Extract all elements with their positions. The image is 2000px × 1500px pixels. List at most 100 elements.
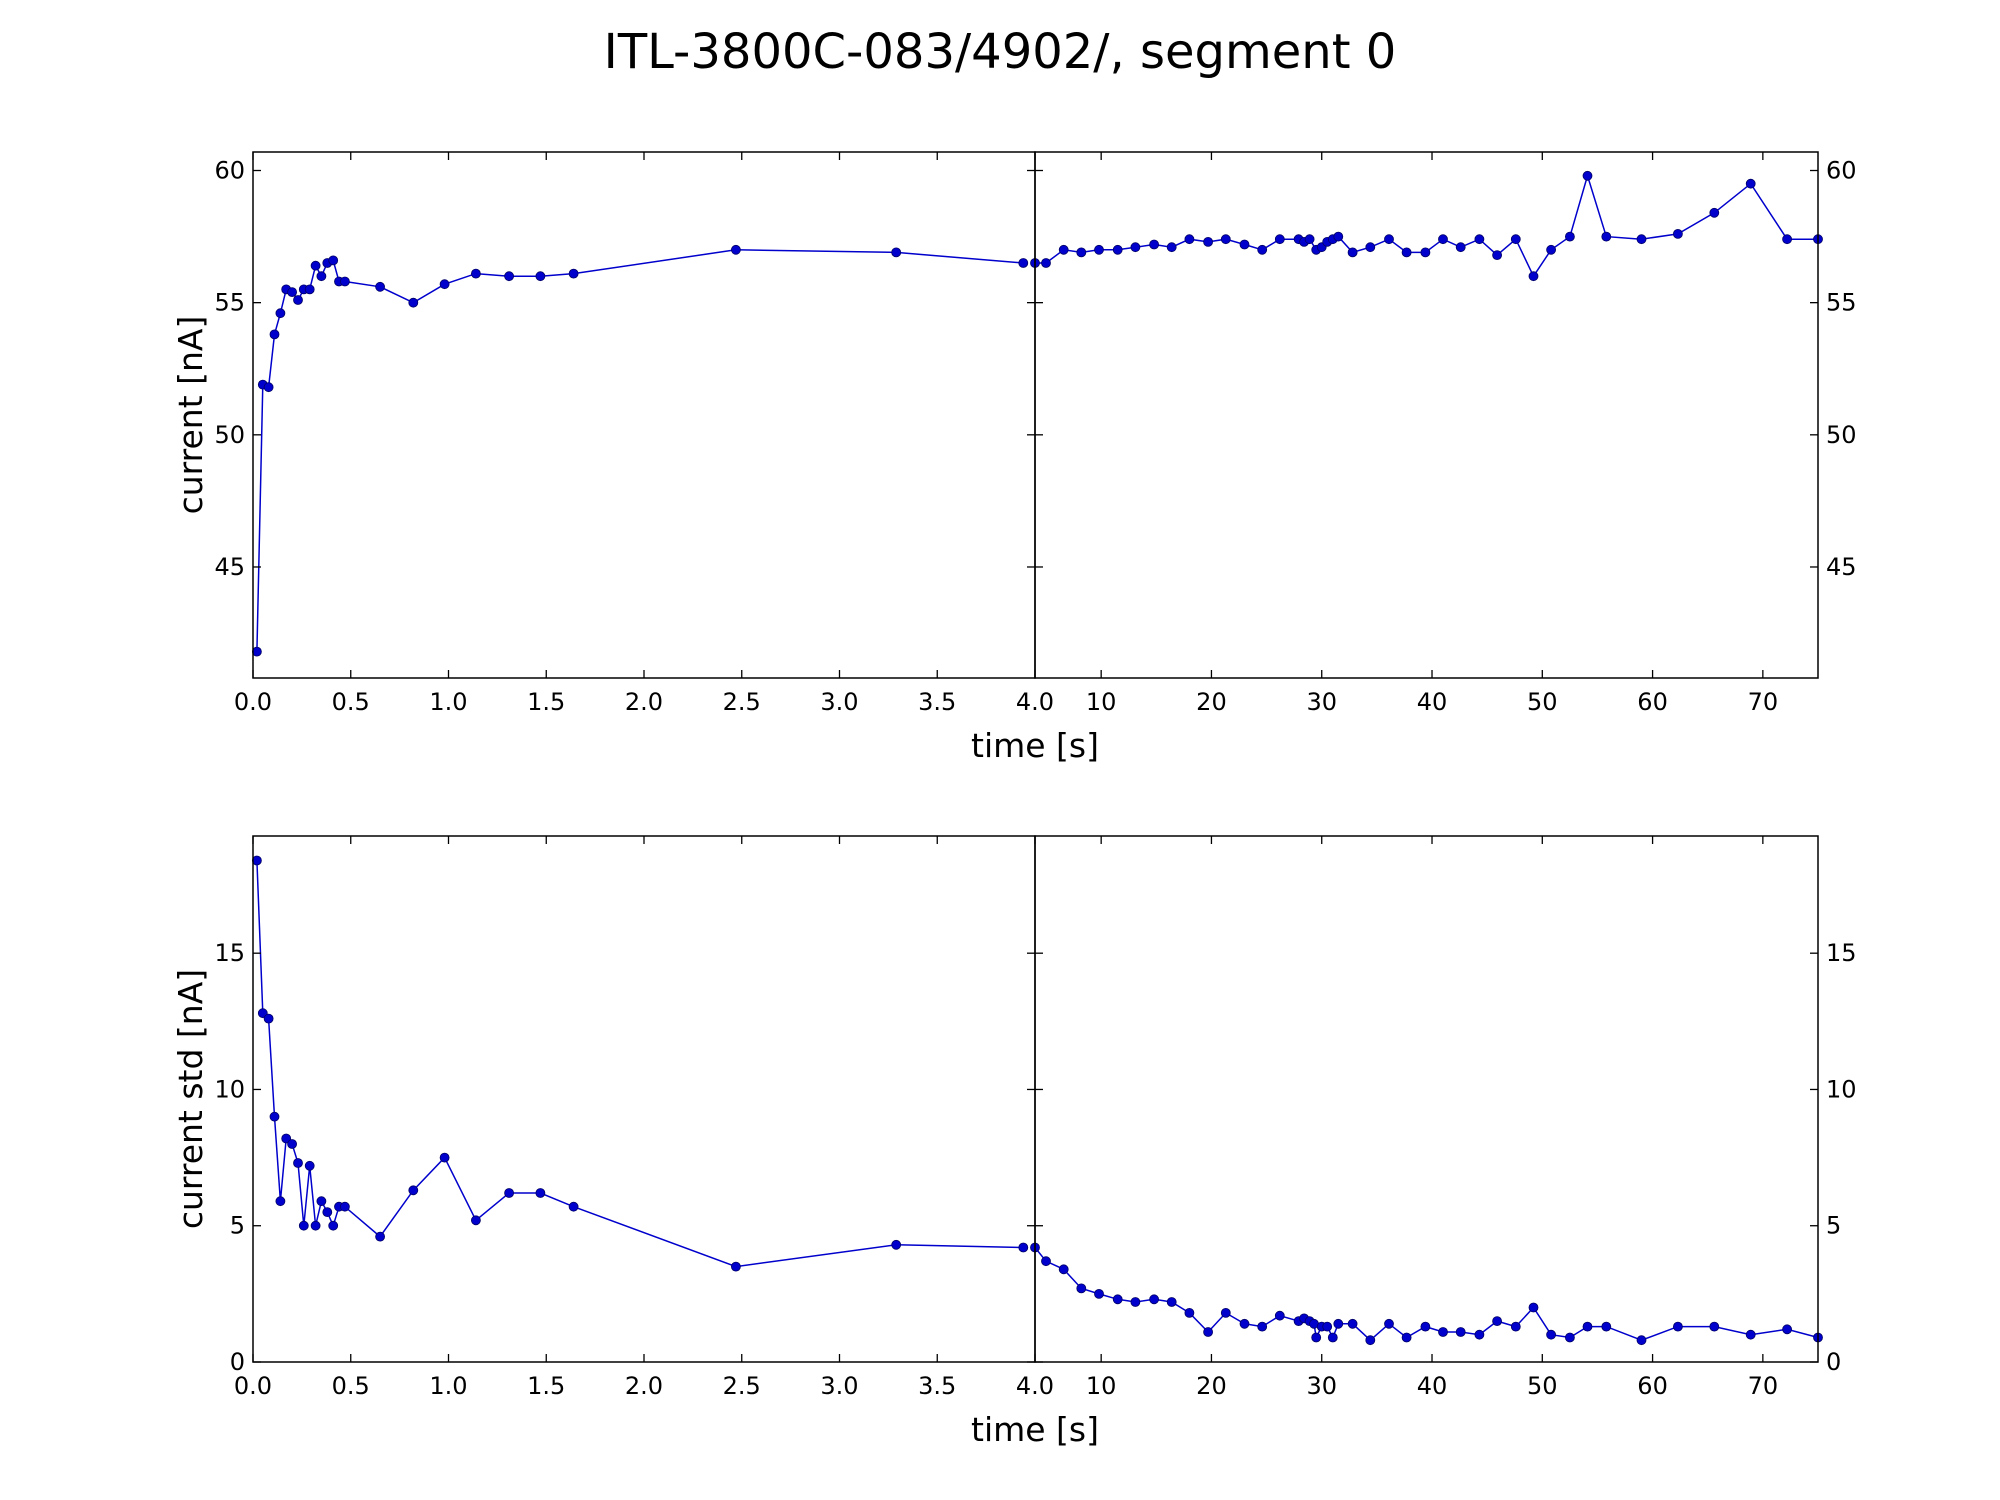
- left-data-point: [470, 268, 481, 279]
- right-data-point: [1673, 228, 1683, 239]
- left-data-point: [535, 271, 546, 282]
- y-tick-label-left: 55: [214, 289, 245, 317]
- right-x-tick-label: 60: [1637, 1372, 1668, 1400]
- right-data-point: [1673, 1321, 1683, 1332]
- y-axis-label: current std [nA]: [171, 969, 210, 1229]
- right-data-point: [1455, 242, 1466, 253]
- left-data-point: [269, 329, 280, 340]
- left-data-point: [287, 1139, 298, 1149]
- left-data-point: [731, 1261, 741, 1272]
- left-x-tick-label: 4.0: [1016, 1372, 1054, 1400]
- right-data-point: [1311, 1332, 1322, 1343]
- y-tick-label-right: 5: [1826, 1212, 1841, 1240]
- left-data-point: [1018, 258, 1029, 268]
- left-data-point: [275, 1196, 286, 1207]
- left-data-point: [375, 1231, 386, 1242]
- right-data-point: [1239, 239, 1250, 250]
- right-x-tick-label: 40: [1417, 1372, 1448, 1400]
- right-data-point: [1112, 1294, 1123, 1305]
- right-data-point: [1322, 1321, 1333, 1332]
- y-tick-label-left: 45: [214, 553, 245, 581]
- right-data-point: [1528, 1302, 1539, 1313]
- y-tick-label-right: 55: [1826, 289, 1857, 317]
- left-data-point: [310, 260, 321, 271]
- right-data-point: [1149, 239, 1159, 250]
- right-data-point: [1709, 1321, 1720, 1332]
- left-x-tick-label: 1.5: [527, 1372, 565, 1400]
- left-panel-frame: [252, 835, 1036, 1363]
- left-data-point: [328, 1220, 339, 1231]
- left-x-tick-label: 4.0: [1016, 688, 1054, 716]
- right-data-point: [1058, 1264, 1069, 1275]
- y-tick-label-left: 15: [214, 939, 245, 967]
- left-data-point: [504, 271, 515, 282]
- right-data-point: [1112, 244, 1123, 255]
- right-data-point: [1184, 234, 1195, 245]
- right-data-point: [1365, 242, 1376, 253]
- right-data-point: [1220, 234, 1231, 245]
- right-data-point: [1058, 244, 1069, 255]
- right-data-point: [1166, 242, 1177, 253]
- right-data-point: [1203, 1327, 1213, 1337]
- y-tick-label-right: 15: [1826, 939, 1857, 967]
- left-x-tick-label: 0.5: [332, 1372, 370, 1400]
- right-data-point: [1636, 1335, 1647, 1346]
- right-data-point: [1438, 234, 1448, 245]
- x-axis-label: time [s]: [971, 1410, 1099, 1449]
- left-x-tick-label: 1.5: [527, 688, 565, 716]
- x-axis-label: time [s]: [971, 726, 1099, 765]
- current-plot: 0.0 0.5 1.0 1.5 2.0 2.5 3.0 3.5 4.0 10 20 30 40 50 60 7…: [171, 151, 1857, 765]
- left-x-tick-label: 0.0: [234, 1372, 272, 1400]
- left-data-point: [439, 279, 450, 290]
- right-data-point: [1745, 178, 1756, 189]
- right-data-point: [1601, 1321, 1612, 1332]
- right-data-point: [1327, 1332, 1338, 1343]
- right-data-point: [1304, 234, 1315, 245]
- right-data-point: [1401, 1332, 1412, 1343]
- left-data-point: [339, 1201, 350, 1212]
- right-data-point: [1546, 244, 1556, 255]
- right-panel-frame: [1034, 151, 1819, 679]
- y-tick-label-left: 60: [214, 157, 245, 185]
- left-x-tick-label: 3.5: [918, 688, 956, 716]
- right-data-point: [1130, 242, 1141, 253]
- right-x-tick-label: 70: [1748, 688, 1779, 716]
- left-series-line: [256, 249, 1024, 652]
- right-x-tick-label: 70: [1748, 1372, 1779, 1400]
- left-data-point: [287, 287, 298, 298]
- left-data-point: [328, 255, 339, 266]
- right-data-point: [1492, 250, 1502, 261]
- right-data-point: [1333, 1318, 1344, 1329]
- left-data-point: [339, 276, 350, 287]
- right-data-point: [1365, 1335, 1376, 1346]
- right-data-point: [1782, 1324, 1792, 1335]
- left-panel-frame: [252, 151, 1036, 679]
- right-data-point: [1528, 271, 1539, 282]
- left-data-point: [568, 1201, 579, 1212]
- left-x-tick-label: 2.0: [625, 688, 663, 716]
- right-data-point: [1565, 1332, 1575, 1343]
- left-data-point: [263, 382, 274, 393]
- y-tick-label-right: 60: [1826, 157, 1857, 185]
- right-data-point: [1782, 234, 1792, 245]
- left-data-point: [891, 1239, 902, 1250]
- right-data-point: [1166, 1297, 1177, 1307]
- left-x-tick-label: 2.5: [723, 1372, 761, 1400]
- right-data-point: [1401, 247, 1412, 258]
- left-x-tick-label: 3.0: [820, 1372, 858, 1400]
- y-axis-label: current [nA]: [171, 316, 210, 515]
- right-data-point: [1601, 231, 1612, 242]
- y-tick-label-left: 10: [214, 1075, 245, 1103]
- left-data-point: [1018, 1242, 1029, 1253]
- right-data-point: [1041, 1256, 1051, 1267]
- right-data-point: [1546, 1329, 1556, 1340]
- right-data-point: [1347, 1318, 1358, 1329]
- left-x-tick-label: 3.0: [820, 688, 858, 716]
- left-data-point: [535, 1188, 546, 1198]
- right-x-tick-label: 50: [1527, 1372, 1558, 1400]
- right-data-point: [1076, 247, 1087, 258]
- right-data-point: [1745, 1329, 1756, 1340]
- left-data-point: [439, 1152, 450, 1163]
- left-x-tick-label: 2.0: [625, 1372, 663, 1400]
- right-data-point: [1239, 1318, 1250, 1329]
